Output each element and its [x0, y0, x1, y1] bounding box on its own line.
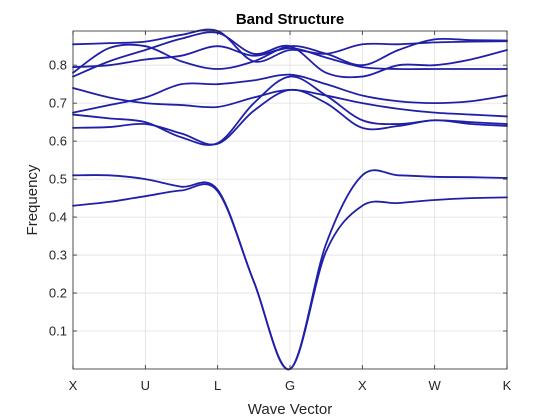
- y-tick-label: 0.3: [49, 248, 67, 263]
- y-tick-label: 0.6: [49, 134, 67, 149]
- band-line-5: [72, 73, 508, 114]
- band-line-8: [72, 45, 508, 71]
- x-tick-label: L: [214, 378, 221, 393]
- y-tick-labels: 0.1 0.2 0.3 0.4 0.5 0.6 0.7 0.8: [49, 58, 67, 339]
- x-tick-label: G: [285, 378, 295, 393]
- y-tick-label: 0.1: [49, 324, 67, 339]
- x-tick-label: K: [503, 378, 512, 393]
- x-tick-label: X: [69, 378, 78, 393]
- band-line-4: [72, 75, 508, 146]
- x-axis-label: Wave Vector: [248, 401, 332, 418]
- y-tick-label: 0.2: [49, 286, 67, 301]
- x-tick-label: X: [358, 378, 367, 393]
- axis-ticks: [72, 31, 508, 369]
- y-tick-label: 0.4: [49, 210, 67, 225]
- band-line-9: [72, 28, 508, 63]
- y-tick-label: 0.5: [49, 172, 67, 187]
- chart-title: Band Structure: [236, 11, 344, 28]
- band-line-10: [72, 37, 508, 74]
- x-tick-label: W: [429, 378, 442, 393]
- x-tick-label: U: [141, 378, 150, 393]
- y-tick-label: 0.7: [49, 96, 67, 111]
- y-tick-label: 0.8: [49, 58, 67, 73]
- band-line-6: [72, 87, 508, 118]
- y-axis-label: Frequency: [24, 164, 41, 235]
